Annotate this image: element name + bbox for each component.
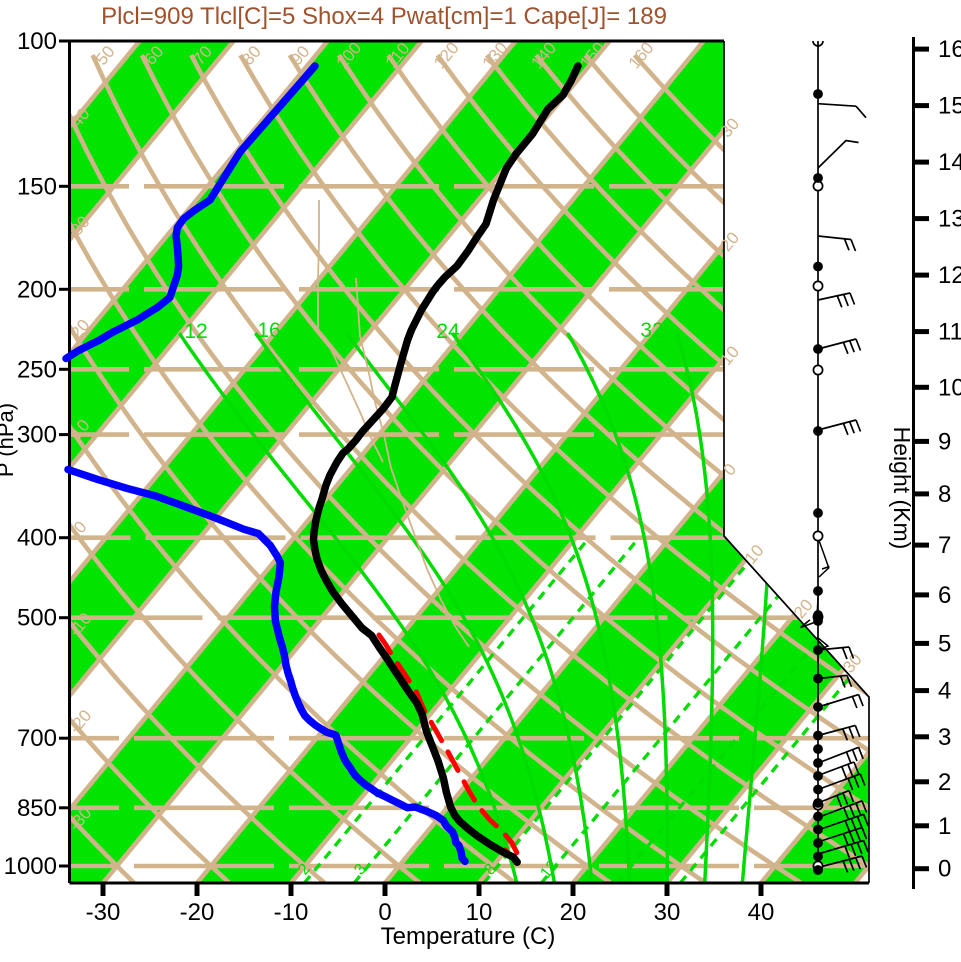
svg-text:P (hPa): P (hPa) bbox=[0, 403, 18, 477]
svg-text:4: 4 bbox=[938, 678, 951, 705]
svg-text:9: 9 bbox=[938, 428, 951, 455]
svg-text:150: 150 bbox=[17, 173, 57, 200]
svg-text:250: 250 bbox=[17, 356, 57, 383]
svg-text:6: 6 bbox=[938, 582, 951, 609]
svg-text:-20: -20 bbox=[180, 899, 215, 926]
svg-text:3: 3 bbox=[938, 724, 951, 751]
svg-text:12: 12 bbox=[938, 262, 961, 289]
svg-text:10: 10 bbox=[938, 374, 961, 401]
svg-text:Temperature (C): Temperature (C) bbox=[381, 923, 556, 950]
svg-text:8: 8 bbox=[938, 481, 951, 508]
svg-text:10: 10 bbox=[466, 899, 493, 926]
svg-text:14: 14 bbox=[938, 149, 961, 176]
svg-text:100: 100 bbox=[17, 28, 57, 55]
svg-text:300: 300 bbox=[17, 422, 57, 449]
svg-text:7: 7 bbox=[938, 532, 951, 559]
svg-text:40: 40 bbox=[748, 899, 775, 926]
svg-text:13: 13 bbox=[938, 206, 961, 233]
svg-text:500: 500 bbox=[17, 605, 57, 632]
svg-text:-30: -30 bbox=[86, 899, 121, 926]
svg-text:700: 700 bbox=[17, 725, 57, 752]
svg-text:1: 1 bbox=[938, 813, 951, 840]
svg-text:Plcl=909 Tlcl[C]=5 Shox=4 Pwat: Plcl=909 Tlcl[C]=5 Shox=4 Pwat[cm]=1 Cap… bbox=[101, 3, 667, 30]
svg-text:-10: -10 bbox=[274, 899, 309, 926]
svg-text:400: 400 bbox=[17, 525, 57, 552]
svg-text:20: 20 bbox=[560, 899, 587, 926]
svg-text:16: 16 bbox=[938, 36, 961, 63]
svg-text:850: 850 bbox=[17, 795, 57, 822]
svg-text:12: 12 bbox=[184, 320, 207, 343]
svg-text:15: 15 bbox=[938, 93, 961, 120]
svg-text:200: 200 bbox=[17, 276, 57, 303]
svg-text:11: 11 bbox=[938, 319, 961, 346]
svg-text:Height (Km): Height (Km) bbox=[889, 427, 915, 550]
svg-text:24: 24 bbox=[436, 320, 460, 343]
svg-text:30: 30 bbox=[654, 899, 681, 926]
svg-text:0: 0 bbox=[378, 899, 391, 926]
svg-text:32: 32 bbox=[640, 319, 663, 342]
svg-text:1000: 1000 bbox=[4, 853, 57, 880]
svg-text:16: 16 bbox=[257, 319, 280, 342]
svg-text:2: 2 bbox=[938, 769, 951, 796]
svg-text:5: 5 bbox=[938, 630, 951, 657]
svg-text:0: 0 bbox=[938, 856, 951, 883]
